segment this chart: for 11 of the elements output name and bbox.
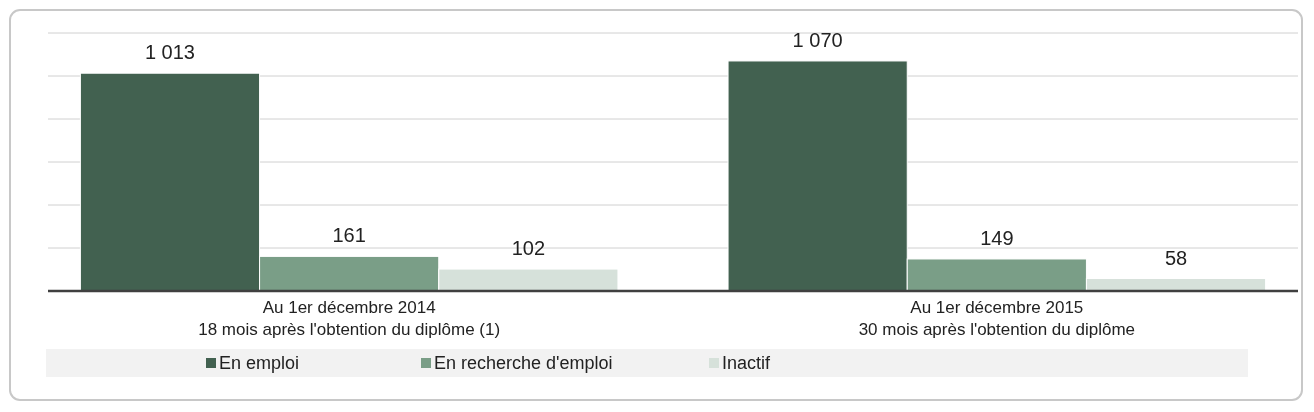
x-tick-label: Au 1er décembre 2015 30 mois après l'obtention du diplôme (858, 298, 1136, 339)
legend-label: Inactif (722, 353, 772, 374)
data-label: 102 (511, 237, 546, 260)
legend-label: En recherche d'emploi (434, 353, 613, 374)
data-label: 58 (1164, 246, 1188, 269)
data-label: 1 070 (792, 28, 843, 51)
x-tick-label: Au 1er décembre 2014 18 mois après l'obtention du diplôme (1) (198, 298, 501, 339)
data-label: 149 (980, 226, 1014, 249)
data-label: 1 013 (144, 41, 196, 64)
data-label: 161 (332, 224, 366, 247)
legend-label: En emploi (219, 353, 300, 374)
